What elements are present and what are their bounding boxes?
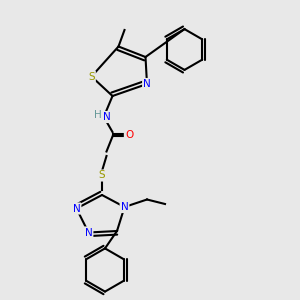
Text: S: S — [99, 170, 105, 181]
Text: H: H — [94, 110, 101, 121]
Text: N: N — [143, 79, 151, 89]
Text: N: N — [85, 227, 92, 238]
Text: N: N — [121, 202, 128, 212]
Text: O: O — [125, 130, 133, 140]
Text: N: N — [103, 112, 110, 122]
Text: N: N — [73, 203, 80, 214]
Text: S: S — [88, 71, 95, 82]
